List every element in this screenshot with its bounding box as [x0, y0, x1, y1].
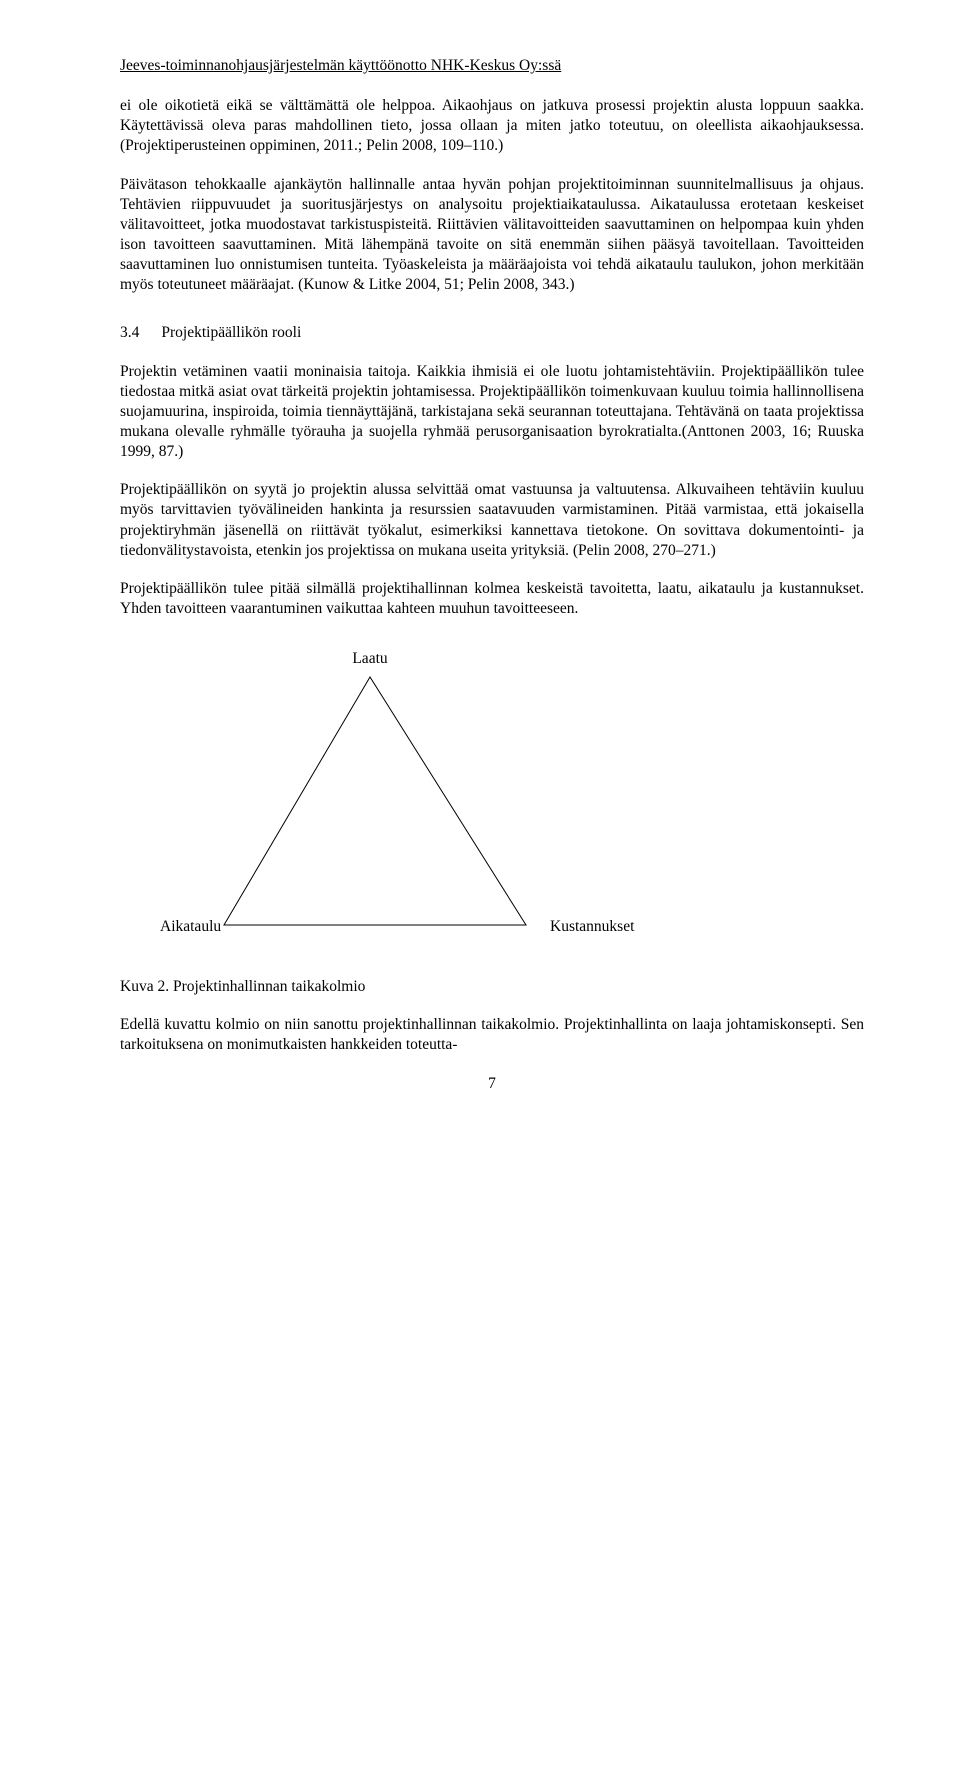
page-number: 7 — [120, 1074, 864, 1094]
paragraph-6: Edellä kuvattu kolmio on niin sanottu pr… — [120, 1015, 864, 1055]
paragraph-4: Projektipäällikön on syytä jo projektin … — [120, 480, 864, 561]
triangle-icon — [220, 675, 530, 929]
paragraph-5: Projektipäällikön tulee pitää silmällä p… — [120, 579, 864, 619]
section-title: Projektipäällikön rooli — [161, 324, 301, 341]
paragraph-3: Projektin vetäminen vaatii moninaisia ta… — [120, 362, 864, 463]
triangle-top-label: Laatu — [320, 649, 420, 669]
figure-caption: Kuva 2. Projektinhallinnan taikakolmio — [120, 977, 864, 997]
triangle-left-label: Aikataulu — [160, 917, 221, 937]
paragraph-1: ei ole oikotietä eikä se välttämättä ole… — [120, 96, 864, 156]
page-header: Jeeves-toiminnanohjausjärjestelmän käytt… — [120, 56, 864, 76]
triangle-diagram: Laatu Aikataulu Kustannukset — [120, 649, 864, 949]
section-heading: 3.4 Projektipäällikön rooli — [120, 323, 864, 343]
triangle-right-label: Kustannukset — [550, 917, 634, 937]
section-number: 3.4 — [120, 323, 139, 343]
paragraph-2: Päivätason tehokkaalle ajankäytön hallin… — [120, 175, 864, 296]
